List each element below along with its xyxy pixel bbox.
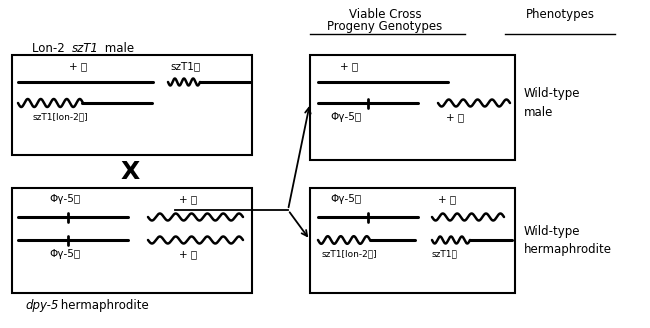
Bar [310,55,515,160]
Text: hermaphrodite: hermaphrodite [57,299,149,312]
Text: + Ⓘ: + Ⓘ [340,61,358,71]
Text: Phenotypes: Phenotypes [525,8,595,21]
Text: Progeny Genotypes: Progeny Genotypes [328,20,443,33]
Text: + Ⓘ: + Ⓘ [69,61,87,71]
Text: szT1Ⓒ: szT1Ⓒ [432,249,458,258]
Text: Φγ-5Ⓘ: Φγ-5Ⓘ [49,249,81,259]
Text: male: male [101,42,134,55]
Text: + Ⓒ: + Ⓒ [179,194,197,204]
Text: Viable Cross: Viable Cross [348,8,421,21]
Text: Wild-type
hermaphrodite: Wild-type hermaphrodite [524,224,612,256]
Text: szT1[lon-2Ⓘ]: szT1[lon-2Ⓘ] [322,249,378,258]
Text: Φγ-5Ⓘ: Φγ-5Ⓘ [330,194,361,204]
Bar [12,55,252,155]
Text: Lon-2: Lon-2 [32,42,68,55]
Text: Wild-type
male: Wild-type male [524,88,580,118]
Text: dpy-5: dpy-5 [25,299,58,312]
Text: Φγ-5Ⓘ: Φγ-5Ⓘ [49,194,81,204]
Text: Φγ-5Ⓘ: Φγ-5Ⓘ [330,112,361,122]
Text: szT1: szT1 [72,42,99,55]
Text: szT1[lon-2Ⓘ]: szT1[lon-2Ⓘ] [32,112,88,121]
Text: + Ⓒ: + Ⓒ [446,112,464,122]
Bar [12,188,252,293]
Text: + Ⓒ: + Ⓒ [438,194,456,204]
Text: + Ⓒ: + Ⓒ [179,249,197,259]
Text: X: X [120,160,140,184]
Bar [310,188,515,293]
Text: szT1Ⓒ: szT1Ⓒ [170,61,200,71]
